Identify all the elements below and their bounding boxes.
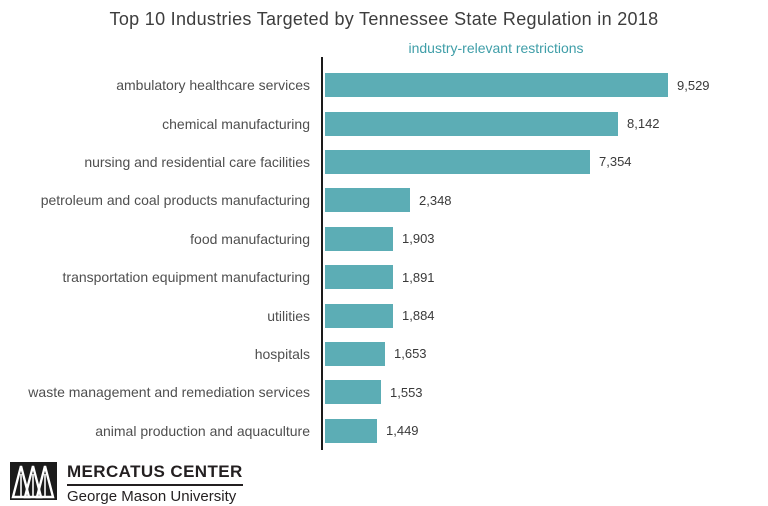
- chart-title: Top 10 Industries Targeted by Tennessee …: [109, 9, 659, 29]
- mercatus-logo: MERCATUS CENTER George Mason University: [10, 462, 243, 506]
- chart-subtitle: industry-relevant restrictions: [408, 40, 584, 56]
- category-label: chemical manufacturing: [162, 115, 310, 132]
- table-row: waste management and remediation service…: [0, 373, 768, 411]
- bar: [325, 303, 393, 328]
- value-label: 1,553: [390, 384, 423, 400]
- logo-text: MERCATUS CENTER George Mason University: [67, 462, 243, 506]
- bar-area: 1,653: [322, 341, 768, 366]
- table-row: petroleum and coal products manufacturin…: [0, 181, 768, 219]
- category-label: hospitals: [254, 345, 310, 362]
- table-row: transportation equipment manufacturing 1…: [0, 258, 768, 296]
- table-row: chemical manufacturing 8,142: [0, 104, 768, 142]
- category-label: waste management and remediation service…: [28, 384, 310, 401]
- value-label: 9,529: [677, 77, 710, 93]
- category-label: ambulatory healthcare services: [116, 77, 310, 94]
- bar-area: 1,449: [322, 418, 768, 443]
- bar-area: 2,348: [322, 188, 768, 213]
- value-label: 1,884: [402, 308, 435, 324]
- bar: [325, 73, 668, 98]
- bar: [325, 149, 590, 174]
- bar-area: 1,553: [322, 380, 768, 405]
- mercatus-logo-icon: [10, 462, 57, 500]
- bar: [325, 188, 410, 213]
- bar-area: 1,903: [322, 226, 768, 251]
- bar-area: 1,891: [322, 265, 768, 290]
- value-label: 8,142: [627, 116, 660, 132]
- value-label: 1,449: [386, 423, 419, 439]
- bar: [325, 341, 385, 366]
- table-row: animal production and aquaculture 1,449: [0, 412, 768, 450]
- bar-area: 7,354: [322, 149, 768, 174]
- bar: [325, 265, 393, 290]
- y-axis-line: [321, 57, 323, 450]
- table-row: nursing and residential care facilities …: [0, 143, 768, 181]
- table-row: hospitals 1,653: [0, 335, 768, 373]
- value-label: 1,903: [402, 231, 435, 247]
- table-row: utilities 1,884: [0, 296, 768, 334]
- logo-sub-name: George Mason University: [67, 488, 237, 505]
- logo-org-name: MERCATUS CENTER: [67, 462, 243, 486]
- category-label: nursing and residential care facilities: [84, 153, 310, 170]
- bar-rows: ambulatory healthcare services 9,529 che…: [0, 66, 768, 450]
- category-label: animal production and aquaculture: [95, 422, 310, 439]
- bar: [325, 380, 381, 405]
- footer: MERCATUS CENTER George Mason University …: [0, 450, 768, 506]
- bar-area: 9,529: [322, 73, 768, 98]
- bar-area: 1,884: [322, 303, 768, 328]
- bar: [325, 226, 393, 251]
- category-label: petroleum and coal products manufacturin…: [40, 192, 310, 209]
- bar: [325, 418, 377, 443]
- value-label: 7,354: [599, 154, 632, 170]
- value-label: 2,348: [419, 192, 452, 208]
- bar-area: 8,142: [322, 111, 768, 136]
- category-label: transportation equipment manufacturing: [62, 269, 310, 286]
- table-row: food manufacturing 1,903: [0, 220, 768, 258]
- table-row: ambulatory healthcare services 9,529: [0, 66, 768, 104]
- bar: [325, 111, 618, 136]
- value-label: 1,653: [394, 346, 427, 362]
- category-label: food manufacturing: [190, 230, 310, 247]
- value-label: 1,891: [402, 269, 435, 285]
- category-label: utilities: [267, 307, 310, 324]
